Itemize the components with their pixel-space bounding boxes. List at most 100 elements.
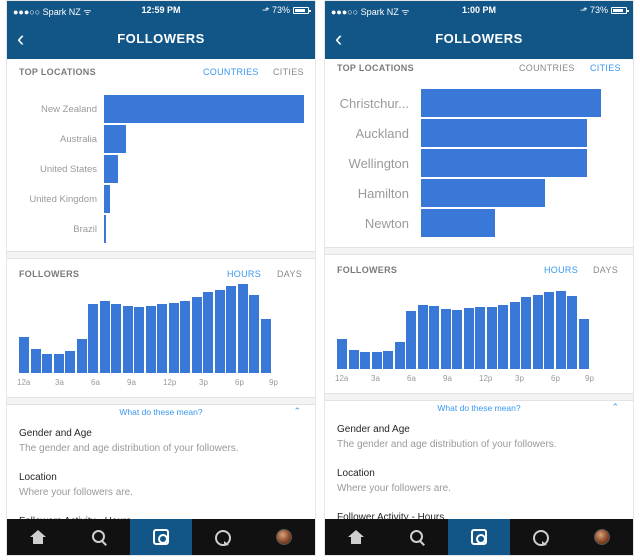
camera-icon	[470, 529, 487, 545]
info-section-title: Gender and Age	[337, 424, 410, 435]
location-row: Auckland	[325, 119, 633, 149]
info-section-title: Follower Activity - Hours	[337, 512, 445, 523]
nav-bar: ‹ FOLLOWERS	[325, 19, 633, 59]
location-bar	[104, 95, 304, 123]
tab-search[interactable]	[387, 519, 449, 555]
activity-icon	[214, 529, 231, 546]
profile-avatar-icon	[276, 529, 293, 545]
hour-bar	[452, 309, 462, 369]
hour-bar	[122, 306, 133, 373]
hour-bar	[348, 349, 359, 369]
hour-bar	[180, 301, 190, 373]
carrier-signal: ●●●○○ Spark NZ ᯤ	[331, 7, 410, 17]
section-divider	[325, 393, 633, 401]
hour-bar	[463, 308, 474, 369]
hour-tick-label: 3a	[55, 378, 64, 387]
hour-bar	[544, 292, 554, 369]
cities-toggle[interactable]: CITIES	[273, 67, 304, 77]
section-divider	[7, 397, 315, 405]
hours-toggle[interactable]: HOURS	[544, 265, 579, 275]
location-label: United States	[39, 164, 97, 175]
location-row: Brazil	[7, 215, 315, 245]
followers-title: FOLLOWERS	[19, 269, 80, 279]
chevron-up-icon[interactable]: ⌃	[293, 406, 301, 416]
tab-camera[interactable]	[448, 519, 510, 555]
hour-bar	[42, 354, 52, 373]
hour-tick-label: 6p	[235, 378, 244, 387]
hour-bar	[337, 339, 347, 369]
hour-bar	[111, 303, 121, 373]
tab-camera[interactable]	[130, 519, 192, 555]
hour-bar	[567, 296, 577, 369]
hour-tick-label: 12p	[163, 378, 177, 387]
info-section-description: Where your followers are.	[19, 487, 133, 498]
tab-home[interactable]	[325, 519, 387, 555]
hour-bar	[440, 309, 451, 369]
info-section-title: Gender and Age	[19, 428, 92, 439]
back-chevron-icon[interactable]: ‹	[17, 26, 25, 51]
tab-profile-avatar[interactable]	[571, 519, 633, 555]
tab-search[interactable]	[69, 519, 131, 555]
tab-profile-avatar[interactable]	[253, 519, 315, 555]
tab-activity[interactable]	[510, 519, 572, 555]
hour-tick-label: 12a	[17, 378, 31, 387]
hour-bar	[214, 290, 225, 373]
hour-bar	[578, 319, 589, 369]
bottom-tab-bar	[325, 519, 633, 555]
tab-home[interactable]	[7, 519, 69, 555]
hour-tick-label: 9a	[127, 378, 136, 387]
cities-toggle[interactable]: CITIES	[590, 63, 621, 73]
info-section-description: The gender and age distribution of your …	[337, 439, 557, 450]
what-do-these-mean-link[interactable]: What do these mean?	[437, 403, 521, 413]
hours-toggle[interactable]: HOURS	[227, 269, 262, 279]
nav-bar: ‹ FOLLOWERS	[7, 19, 315, 59]
hour-bar	[360, 352, 370, 369]
location-row: Wellington	[325, 149, 633, 179]
battery-icon	[611, 7, 629, 14]
status-bar: ●●●○○ Spark NZ ᯤ 12:59 PM ⬏ 73%	[7, 1, 315, 19]
battery-icon	[293, 7, 311, 14]
profile-avatar-icon	[594, 529, 611, 545]
search-icon	[409, 529, 425, 545]
hour-bar	[226, 285, 236, 373]
hour-tick-label: 6p	[551, 374, 560, 383]
hour-bar	[429, 305, 439, 369]
countries-toggle[interactable]: COUNTRIES	[519, 63, 575, 73]
what-do-these-mean-link[interactable]: What do these mean?	[119, 407, 203, 417]
back-chevron-icon[interactable]: ‹	[335, 26, 343, 51]
hour-tick-label: 3p	[515, 374, 524, 383]
location-label: Australia	[60, 134, 97, 145]
hour-bar	[53, 354, 64, 373]
hour-bar	[30, 348, 41, 373]
section-divider	[7, 251, 315, 259]
location-bar	[421, 209, 495, 237]
location-label: Brazil	[73, 224, 97, 235]
location-row: United Kingdom	[7, 185, 315, 215]
info-section-description: The gender and age distribution of your …	[19, 443, 239, 454]
camera-icon	[152, 529, 169, 545]
hour-bar	[65, 351, 75, 373]
hour-bar	[76, 338, 87, 373]
hour-bar	[532, 295, 543, 369]
carrier-signal: ●●●○○ Spark NZ ᯤ	[13, 7, 92, 17]
top-locations-header: TOP LOCATIONS COUNTRIES CITIES	[325, 59, 633, 79]
phone-screen-right: ●●●○○ Spark NZ ᯤ 1:00 PM ⬏ 73% ‹ FOLLOWERS TO…	[324, 0, 634, 556]
status-time: 12:59 PM	[141, 5, 181, 15]
info-section-description: Where your followers are.	[337, 483, 451, 494]
hour-bar	[555, 290, 566, 369]
hours-axis: 12a 3a 6a 9a 12p 3p 6p 9p	[7, 378, 315, 392]
hour-tick-label: 9p	[585, 374, 594, 383]
chevron-up-icon[interactable]: ⌃	[611, 402, 619, 412]
hour-bar	[260, 319, 271, 373]
hour-bar	[371, 352, 382, 369]
hour-bar	[394, 341, 405, 369]
tab-activity[interactable]	[192, 519, 254, 555]
hour-bar	[521, 297, 531, 369]
days-toggle[interactable]: DAYS	[593, 265, 619, 275]
location-row: New Zealand	[7, 95, 315, 125]
days-toggle[interactable]: DAYS	[277, 269, 303, 279]
followers-header: FOLLOWERS HOURS DAYS	[325, 261, 633, 281]
status-bar: ●●●○○ Spark NZ ᯤ 1:00 PM ⬏ 73%	[325, 1, 633, 19]
countries-toggle[interactable]: COUNTRIES	[203, 67, 259, 77]
hour-bar	[19, 337, 29, 373]
